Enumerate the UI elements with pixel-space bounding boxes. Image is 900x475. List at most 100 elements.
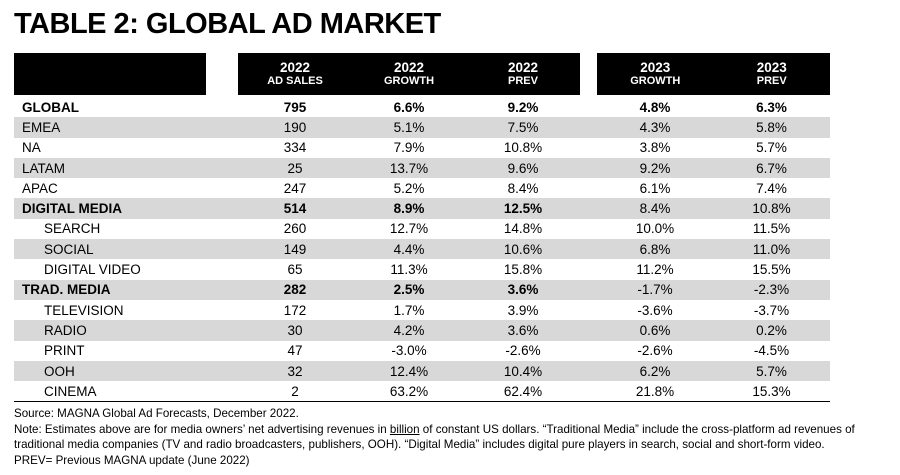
cell-value: 14.8% xyxy=(503,221,543,237)
cell-value: 5.7% xyxy=(756,363,787,379)
row-label: PRINT xyxy=(44,343,85,359)
cell-value: 4.8% xyxy=(639,99,671,115)
cell-value: 12.4% xyxy=(389,363,429,379)
table-row-trad-media: TRAD. MEDIA 282 2.5% 3.6% -1.7% -2.3% xyxy=(14,279,830,300)
cell-value: 10.8% xyxy=(752,201,791,217)
cell-value: 3.9% xyxy=(507,302,539,318)
column-header-2022-growth: 2022 GROWTH xyxy=(352,53,466,95)
header-group-2022: 2022 AD SALES 2022 GROWTH 2022 PREV xyxy=(238,53,580,95)
cell-value: 6.8% xyxy=(639,241,671,257)
column-header-year: 2022 xyxy=(279,59,311,75)
cell-value: 10.8% xyxy=(503,140,543,156)
table-row-digital-video: DIGITAL VIDEO 65 11.3% 15.8% 11.2% 15.5% xyxy=(14,259,830,279)
cell-value: -1.7% xyxy=(637,282,673,298)
table-row-global: GLOBAL 795 6.6% 9.2% 4.8% 6.3% xyxy=(14,97,830,117)
cell-value: 2 xyxy=(291,383,299,399)
table-row-latam: LATAM 25 13.7% 9.6% 9.2% 6.7% xyxy=(14,157,830,179)
column-header-2023-growth: 2023 GROWTH xyxy=(597,53,714,95)
source-note: Source: MAGNA Global Ad Forecasts, Decem… xyxy=(14,407,888,422)
cell-value: 12.7% xyxy=(389,221,429,237)
column-header-label: GROWTH xyxy=(630,75,681,88)
column-header-year: 2023 xyxy=(640,59,671,75)
cell-value: 3.6% xyxy=(507,282,539,298)
cell-value: 13.7% xyxy=(389,160,429,176)
cell-value: 0.6% xyxy=(639,322,671,338)
cell-value: 5.7% xyxy=(756,140,787,156)
column-header-label: AD SALES xyxy=(267,75,323,88)
cell-value: 11.5% xyxy=(752,221,791,237)
cell-value: 30 xyxy=(287,322,303,338)
cell-value: 12.5% xyxy=(503,201,543,217)
column-header-year: 2023 xyxy=(756,59,787,75)
cell-value: 10.4% xyxy=(503,363,543,379)
cell-value: 10.6% xyxy=(503,241,543,257)
row-label: DIGITAL VIDEO xyxy=(44,262,141,278)
row-label: RADIO xyxy=(44,322,87,338)
column-header-year: 2022 xyxy=(393,59,425,75)
row-label: SEARCH xyxy=(44,221,101,237)
table-row-cinema: CINEMA 2 63.2% 62.4% 21.8% 15.3% xyxy=(14,381,830,401)
column-header-2022-prev: 2022 PREV xyxy=(466,53,580,95)
cell-value: 4.2% xyxy=(393,322,425,338)
table-row-television: TELEVISION 172 1.7% 3.9% -3.6% -3.7% xyxy=(14,300,830,320)
cell-value: 63.2% xyxy=(389,383,429,399)
table-row-emea: EMEA 190 5.1% 7.5% 4.3% 5.8% xyxy=(14,117,830,138)
cell-value: 7.4% xyxy=(756,180,787,196)
row-label: LATAM xyxy=(22,160,66,176)
cell-value: -2.3% xyxy=(753,282,790,298)
row-label-header-block xyxy=(14,53,206,95)
row-label: OOH xyxy=(44,363,75,379)
cell-value: 5.8% xyxy=(756,119,787,135)
row-label: CINEMA xyxy=(44,383,97,399)
cell-value: 4.4% xyxy=(393,241,425,257)
cell-value: 11.0% xyxy=(752,241,791,257)
cell-value: 172 xyxy=(283,302,307,318)
cell-value: 2.5% xyxy=(393,282,425,298)
row-label: GLOBAL xyxy=(22,99,79,115)
row-label: NA xyxy=(22,140,41,156)
table-body: GLOBAL 795 6.6% 9.2% 4.8% 6.3% EMEA 190 5.1% 7.5%… xyxy=(14,97,830,403)
cell-value: 1.7% xyxy=(393,302,425,318)
cell-value: 25 xyxy=(287,160,303,176)
table-row-print: PRINT 47 -3.0% -2.6% -2.6% -4.5% xyxy=(14,341,830,361)
header-group-2023: 2023 GROWTH 2023 PREV xyxy=(597,53,830,95)
footnotes: Source: MAGNA Global Ad Forecasts, Decem… xyxy=(14,407,888,468)
cell-value: 10.0% xyxy=(635,221,675,237)
table-row-search: SEARCH 260 12.7% 14.8% 10.0% 11.5% xyxy=(14,219,830,239)
cell-value: 9.6% xyxy=(507,160,539,176)
cell-value: 8.9% xyxy=(393,201,425,217)
row-label: TELEVISION xyxy=(44,302,124,318)
cell-value: 6.3% xyxy=(756,99,787,115)
cell-value: 9.2% xyxy=(507,99,539,115)
cell-value: 795 xyxy=(283,99,307,115)
column-header-label: PREV xyxy=(756,75,787,88)
note-text-before: Note: Estimates above are for media owne… xyxy=(14,423,390,437)
cell-value: -2.6% xyxy=(505,343,541,359)
cell-value: 6.1% xyxy=(639,180,671,196)
column-header-label: PREV xyxy=(508,75,538,88)
ad-market-table: 2022 AD SALES 2022 GROWTH 2022 PREV 2023 GROWT… xyxy=(14,53,830,403)
cell-value: 282 xyxy=(283,282,307,298)
cell-value: 149 xyxy=(283,241,307,257)
source-text: Source: MAGNA Global Ad Forecasts, Decem… xyxy=(14,407,299,421)
cell-value: 0.2% xyxy=(756,322,787,338)
cell-value: 65 xyxy=(287,262,303,278)
cell-value: 8.4% xyxy=(507,180,539,196)
page-title: TABLE 2: GLOBAL AD MARKET xyxy=(14,8,441,40)
cell-value: 3.8% xyxy=(639,140,671,156)
cell-value: 334 xyxy=(283,140,307,156)
row-label: DIGITAL MEDIA xyxy=(22,201,122,217)
cell-value: -2.6% xyxy=(637,343,673,359)
cell-value: 21.8% xyxy=(635,383,675,399)
methodology-note: Note: Estimates above are for media owne… xyxy=(14,423,888,453)
billion-underlined-text: billion xyxy=(389,423,420,437)
cell-value: 4.3% xyxy=(639,119,671,135)
cell-value: 247 xyxy=(283,180,307,196)
cell-value: -3.0% xyxy=(391,343,427,359)
cell-value: 5.2% xyxy=(393,180,425,196)
column-header-year: 2022 xyxy=(507,59,539,75)
cell-value: 8.4% xyxy=(639,201,671,217)
table-row-radio: RADIO 30 4.2% 3.6% 0.6% 0.2% xyxy=(14,320,830,341)
cell-value: 15.5% xyxy=(752,262,791,278)
